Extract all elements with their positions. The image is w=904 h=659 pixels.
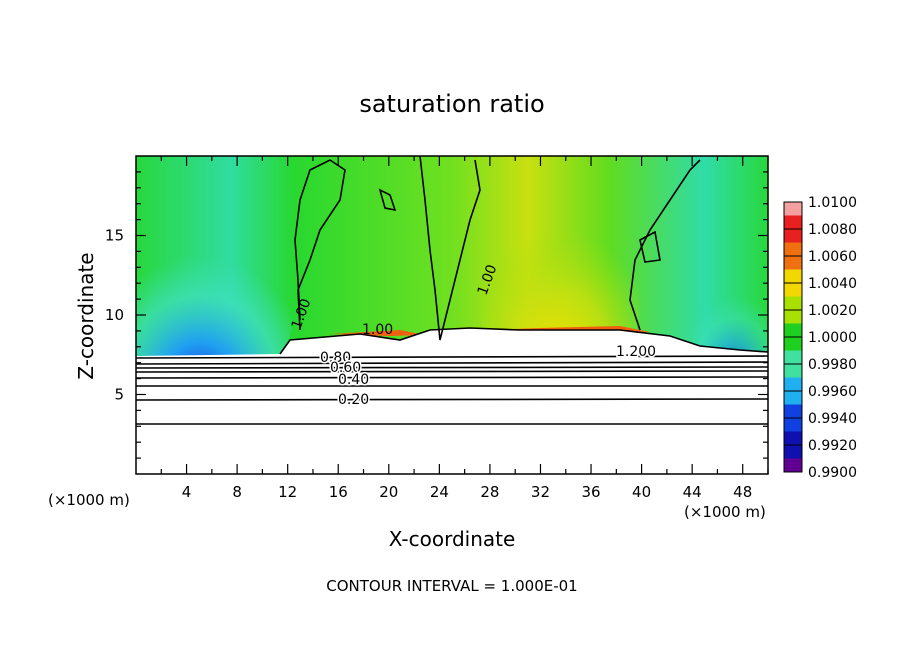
x-axis: 4 8 12 16 20 24 28 32 36 40 44 48 bbox=[160, 156, 769, 501]
x-tick-label: 12 bbox=[278, 483, 297, 501]
x-tick-label: 20 bbox=[379, 483, 398, 501]
colorbar-label: 1.0100 bbox=[808, 195, 857, 211]
x-axis-label: X-coordinate bbox=[389, 527, 516, 551]
colorbar-label: 1.0000 bbox=[808, 330, 857, 346]
colorbar-label: 0.9920 bbox=[808, 438, 857, 454]
contour-line-0-20 bbox=[136, 398, 768, 401]
colorbar-swatch bbox=[784, 404, 802, 419]
x-tick-label: 44 bbox=[683, 483, 702, 501]
contour-line-1-00-cloud-top bbox=[279, 327, 768, 355]
colorbar-swatch bbox=[784, 256, 802, 270]
contour-line-0-80 bbox=[136, 355, 768, 359]
colorbar-label: 0.9960 bbox=[808, 384, 857, 400]
contour-line-1-00-left bbox=[294, 159, 346, 331]
x-tick-label: 40 bbox=[632, 483, 651, 501]
colorbar-swatch bbox=[784, 364, 802, 378]
x-tick-label: 16 bbox=[329, 483, 348, 501]
colorbar-swatch bbox=[784, 229, 802, 243]
colorbar-swatch bbox=[784, 269, 802, 284]
colorbar-swatch bbox=[784, 202, 802, 216]
y-tick-label: 10 bbox=[105, 306, 124, 324]
contour-line-0-50 bbox=[136, 370, 768, 373]
contour-line-0-60 bbox=[136, 366, 768, 369]
x-tick-label: 24 bbox=[430, 483, 449, 501]
colorbar-label: 1.0080 bbox=[808, 222, 857, 238]
x-unit-left: (×1000 m) bbox=[48, 491, 130, 509]
contour-lines bbox=[136, 156, 768, 425]
contour-line-1-00-right bbox=[629, 159, 701, 331]
contour-interval-note: CONTOUR INTERVAL = 1.000E-01 bbox=[326, 577, 577, 595]
colorbar-label: 1.0020 bbox=[808, 303, 857, 319]
colorbar-swatch bbox=[784, 350, 802, 365]
colorbar: 1.0100 1.0080 1.0060 1.0040 1.0020 1.0000 0.99… bbox=[783, 195, 857, 481]
cloud-region bbox=[136, 328, 768, 474]
x-tick-label: 4 bbox=[182, 483, 192, 501]
contour-label: 1.200 bbox=[616, 344, 656, 360]
y-axis: 5 10 15 bbox=[105, 171, 768, 459]
chart-title: saturation ratio bbox=[359, 90, 544, 118]
contour-line-0-40 bbox=[136, 376, 768, 379]
colorbar-label: 1.0040 bbox=[808, 276, 857, 292]
x-tick-label: 48 bbox=[733, 483, 752, 501]
colorbar-label: 0.9900 bbox=[808, 465, 857, 481]
colorbar-swatch bbox=[784, 431, 802, 446]
colorbar-label: 0.9980 bbox=[808, 357, 857, 373]
colorbar-swatch bbox=[784, 458, 802, 473]
y-tick-label: 15 bbox=[105, 227, 124, 245]
colorbar-swatch bbox=[784, 377, 802, 392]
colorbar-swatch bbox=[784, 215, 802, 230]
contour-label: 0.40 bbox=[338, 372, 369, 388]
colorbar-swatch bbox=[784, 242, 802, 257]
colorbar-swatch bbox=[784, 310, 802, 324]
x-tick-label: 8 bbox=[232, 483, 242, 501]
colorbar-swatch bbox=[784, 391, 802, 405]
y-tick-label: 5 bbox=[114, 386, 124, 404]
contour-line-1-00-island bbox=[639, 230, 661, 263]
x-unit-right: (×1000 m) bbox=[684, 503, 766, 521]
colorbar-label: 0.9940 bbox=[808, 411, 857, 427]
plot-area: 1.00 1.00 1.00 0.80 0.60 0.40 0.20 1.200 bbox=[136, 156, 768, 474]
contour-line-1-00-top bbox=[378, 188, 397, 212]
y-axis-label: Z-coordinate bbox=[74, 252, 98, 379]
colorbar-swatch bbox=[784, 323, 802, 338]
contour-label: 1.00 bbox=[362, 322, 393, 338]
colorbar-swatch bbox=[784, 283, 802, 297]
x-tick-label: 36 bbox=[581, 483, 600, 501]
x-tick-label: 28 bbox=[480, 483, 499, 501]
colorbar-swatch bbox=[784, 337, 802, 351]
colorbar-swatch bbox=[784, 296, 802, 311]
colorbar-swatch bbox=[784, 445, 802, 459]
contour-label: 0.20 bbox=[338, 392, 369, 408]
colorbar-swatch bbox=[784, 418, 802, 432]
contour-line-0-70 bbox=[136, 361, 768, 365]
contour-line-1-00-center bbox=[419, 156, 481, 341]
x-tick-label: 32 bbox=[531, 483, 550, 501]
contour-label: 0.60 bbox=[330, 360, 361, 376]
colorbar-label: 1.0060 bbox=[808, 249, 857, 265]
contour-label: 0.80 bbox=[320, 350, 351, 366]
